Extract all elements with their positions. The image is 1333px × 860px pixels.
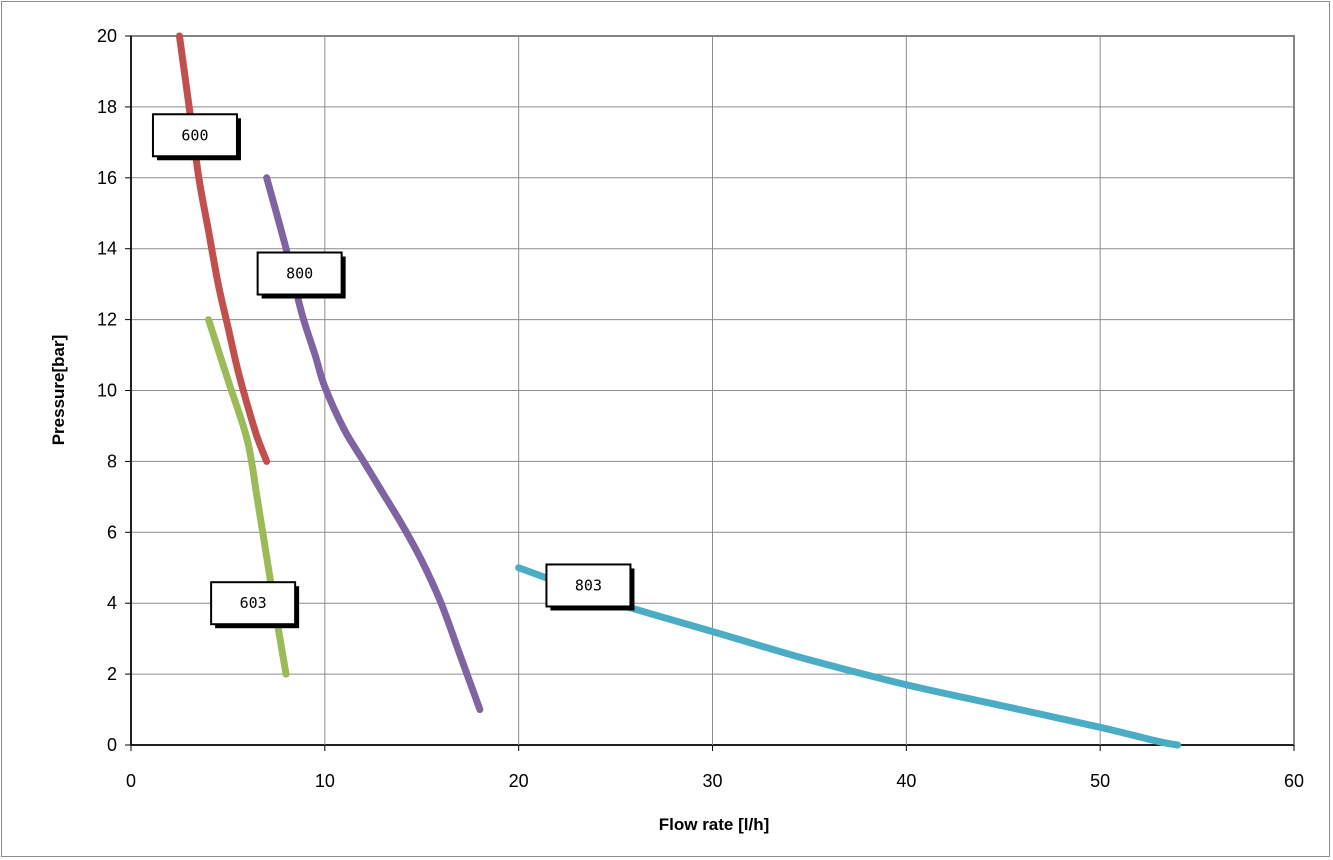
y-tick-label: 8	[107, 451, 117, 471]
y-axis-title: Pressure[bar]	[49, 335, 68, 446]
y-tick-label: 20	[97, 26, 117, 46]
series-label-803: 803	[545, 563, 635, 611]
y-tick-label: 16	[97, 168, 117, 188]
y-tick-label: 4	[107, 593, 117, 613]
series-labels: 600 800 603 803	[151, 113, 635, 629]
y-tick-label: 0	[107, 735, 117, 755]
series-label-800: 800	[256, 251, 346, 299]
series-label-text: 603	[240, 594, 267, 612]
series-label-text: 800	[286, 265, 313, 283]
x-tick-label: 30	[702, 771, 722, 791]
series-label-text: 803	[575, 576, 602, 594]
series-label-text: 600	[181, 126, 208, 144]
y-tick-label: 18	[97, 97, 117, 117]
x-tick-label: 40	[896, 771, 916, 791]
grid-layer	[125, 35, 1295, 751]
y-tick-label: 12	[97, 310, 117, 330]
x-tick-label: 50	[1090, 771, 1110, 791]
tick-labels: 0 2 4 6 8 10 12 14 16 18 20 0 10 20 30 40 50 60	[97, 26, 1304, 791]
x-tick-label: 60	[1284, 771, 1304, 791]
y-tick-label: 10	[97, 381, 117, 401]
y-tick-label: 2	[107, 664, 117, 684]
series-label-603: 603	[210, 581, 300, 629]
x-tick-label: 10	[315, 771, 335, 791]
x-tick-label: 20	[509, 771, 529, 791]
series-label-600: 600	[151, 113, 241, 161]
y-tick-label: 6	[107, 522, 117, 542]
x-axis-title: Flow rate [l/h]	[659, 815, 770, 834]
y-tick-label: 14	[97, 239, 117, 259]
series-line-800	[263, 174, 484, 714]
x-tick-label: 0	[126, 771, 136, 791]
